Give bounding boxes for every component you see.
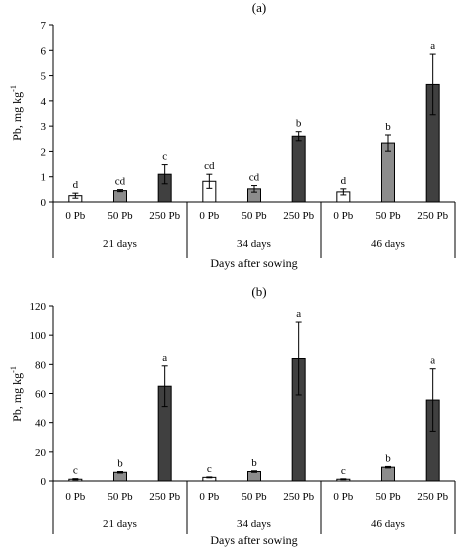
significance-letter: c <box>207 463 212 475</box>
y-tick-label: 100 <box>30 330 47 342</box>
significance-letter: a <box>430 355 435 367</box>
group-label: 34 days <box>237 238 271 250</box>
bar <box>113 471 127 482</box>
group-label: 46 days <box>371 238 405 250</box>
y-axis-label-superscript: -1 <box>9 366 18 373</box>
x-tick-label: 50 Pb <box>375 491 401 503</box>
x-tick-label: 0 Pb <box>199 491 219 503</box>
significance-letter: b <box>251 457 257 469</box>
x-tick-label: 250 Pb <box>417 491 448 503</box>
significance-letter: b <box>385 452 391 464</box>
group-label: 21 days <box>103 238 137 250</box>
bar <box>247 471 261 482</box>
significance-letter: a <box>296 308 301 320</box>
y-tick-label: 0 <box>41 197 47 209</box>
x-tick-label: 250 Pb <box>283 210 314 222</box>
x-tick-label: 0 Pb <box>65 210 85 222</box>
x-tick-label: 0 Pb <box>65 491 85 503</box>
chart-panel-a: (a) 0 1 2 3 4 5 6 7 Pb, mg kg-1 d 0 Pb cd 50 Pb c 250 P… <box>9 0 456 270</box>
chart-title: (b) <box>251 284 266 299</box>
significance-letter: a <box>162 352 167 364</box>
y-tick-label: 60 <box>35 389 47 401</box>
bar <box>291 135 306 203</box>
y-tick-label: 2 <box>41 146 47 158</box>
y-tick-label: 20 <box>35 447 47 459</box>
significance-letter: c <box>73 465 78 477</box>
group-label: 46 days <box>371 518 405 530</box>
y-tick-label: 40 <box>35 418 47 430</box>
x-axis-label: Days after sowing <box>210 533 297 547</box>
x-tick-label: 50 Pb <box>107 210 133 222</box>
y-axis-label: Pb, mg kg-1 <box>9 85 24 141</box>
significance-letter: c <box>162 151 167 163</box>
significance-letter: a <box>430 40 435 52</box>
y-axis-label-superscript: -1 <box>9 85 18 92</box>
significance-letter: c <box>341 465 346 477</box>
significance-letter: cd <box>249 172 260 184</box>
significance-letter: cd <box>204 160 215 172</box>
x-tick-label: 250 Pb <box>283 491 314 503</box>
y-tick-label: 0 <box>41 476 47 488</box>
y-axis-label: Pb, mg kg-1 <box>9 366 24 422</box>
x-tick-label: 50 Pb <box>375 210 401 222</box>
x-tick-label: 50 Pb <box>241 491 267 503</box>
y-tick-label: 3 <box>41 121 47 133</box>
significance-letter: b <box>117 458 123 470</box>
chart-panel-b: (b) 0 20 40 60 80 100 120 Pb, mg kg-1 c 0 Pb b 50 Pb… <box>9 284 456 547</box>
y-tick-label: 7 <box>41 20 47 32</box>
y-axis-label-text: Pb, mg kg <box>10 373 24 422</box>
x-tick-label: 0 Pb <box>333 210 353 222</box>
x-axis-label: Days after sowing <box>210 256 297 270</box>
significance-letter: d <box>341 175 347 187</box>
x-tick-label: 250 Pb <box>149 210 180 222</box>
y-tick-label: 4 <box>41 96 47 108</box>
x-tick-label: 250 Pb <box>149 491 180 503</box>
y-tick-label: 5 <box>41 71 47 83</box>
y-tick-label: 1 <box>41 172 47 184</box>
significance-letter: b <box>385 121 391 133</box>
x-tick-label: 0 Pb <box>333 491 353 503</box>
x-tick-label: 0 Pb <box>199 210 219 222</box>
x-tick-label: 50 Pb <box>107 491 133 503</box>
y-tick-label: 120 <box>30 301 47 313</box>
group-label: 21 days <box>103 518 137 530</box>
x-tick-label: 50 Pb <box>241 210 267 222</box>
y-tick-label: 80 <box>35 359 47 371</box>
bar <box>113 190 127 203</box>
group-label: 34 days <box>237 518 271 530</box>
significance-letter: b <box>296 118 302 130</box>
significance-letter: cd <box>115 176 126 188</box>
chart-title: (a) <box>252 0 266 15</box>
x-tick-label: 250 Pb <box>417 210 448 222</box>
significance-letter: d <box>73 179 79 191</box>
y-axis-label-text: Pb, mg kg <box>10 92 24 141</box>
bar <box>381 142 395 203</box>
y-tick-label: 6 <box>41 45 47 57</box>
bar <box>381 466 395 482</box>
